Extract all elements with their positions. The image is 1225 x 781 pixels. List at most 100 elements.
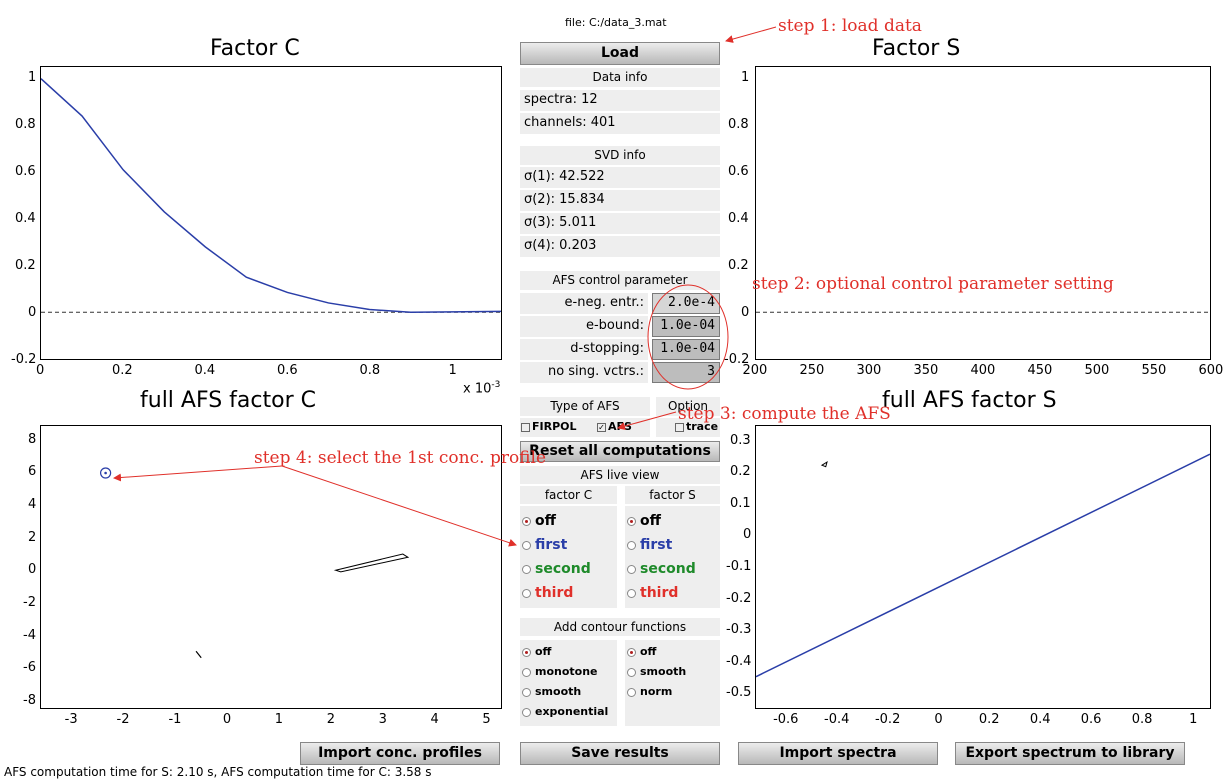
factor-s-ytick: 0.2	[728, 257, 749, 273]
full-afs-c-ytick: 4	[28, 496, 37, 512]
full-afs-s-axes[interactable]	[755, 425, 1211, 709]
contour-l-radio-label: monotone	[535, 665, 598, 678]
live-c-radio-off[interactable]: off	[522, 513, 556, 529]
live-s-radio-label: second	[640, 561, 696, 577]
reset-button[interactable]: Reset all computations	[520, 441, 720, 462]
full-afs-s-ytick: -0.5	[726, 685, 752, 701]
radio-button-icon	[627, 687, 636, 697]
live-c-radio-label: first	[535, 537, 568, 553]
contour-r-radio-smooth[interactable]: smooth	[627, 665, 686, 678]
contour-l-radio-off[interactable]: off	[522, 645, 551, 658]
factor-c-ytick: 0.6	[15, 163, 36, 179]
neg-entr-label: e-neg. entr.:	[520, 293, 648, 314]
full-afs-c-title: full AFS factor C	[140, 388, 316, 413]
contour-l-radio-smooth[interactable]: smooth	[522, 685, 581, 698]
contour-r-radio-label: off	[640, 645, 657, 658]
afs-c-marker-ring[interactable]	[100, 467, 112, 479]
full-afs-c-ytick: 8	[28, 431, 37, 447]
contour-l-radio-monotone[interactable]: monotone	[522, 665, 598, 678]
live-view-s-panel	[625, 506, 720, 608]
factor-s-xtick: 250	[799, 363, 825, 378]
arrow-step1	[725, 26, 777, 43]
live-s-radio-label: off	[640, 513, 661, 529]
factor-s-ytick: 0.8	[728, 116, 749, 132]
factor-c-ytick: 1	[28, 69, 37, 85]
full-afs-c-xtick: 0	[222, 712, 232, 727]
factor-s-xtick: 350	[913, 363, 939, 378]
load-button[interactable]: Load	[520, 42, 720, 65]
live-view-header: AFS live view	[520, 466, 720, 484]
full-afs-s-plot	[756, 453, 1210, 678]
live-c-radio-label: third	[535, 585, 574, 601]
radio-button-icon	[627, 667, 636, 677]
contour-r-radio-off[interactable]: off	[627, 645, 656, 658]
firpol-checkbox[interactable]: FIRPOL	[521, 420, 577, 433]
save-results-button[interactable]: Save results	[520, 742, 720, 765]
sigma-3: σ(3): 5.011	[520, 213, 720, 234]
live-c-radio-label: second	[535, 561, 591, 577]
full-afs-c-ytick: -2	[23, 594, 36, 610]
factor-c-ytick: 0.4	[15, 210, 36, 226]
full-afs-s-xtick: -0.2	[874, 712, 901, 727]
live-s-radio-third[interactable]: third	[627, 585, 678, 601]
live-s-radio-off[interactable]: off	[627, 513, 661, 529]
full-afs-s-ytick: 0.1	[730, 495, 751, 511]
factor-c-exponent-power: -3	[491, 380, 501, 390]
contour-l-radio-exponential[interactable]: exponential	[522, 705, 608, 718]
factor-c-axes[interactable]	[40, 66, 502, 360]
radio-button-icon	[522, 564, 531, 574]
contour-l-radio-label: off	[535, 645, 552, 658]
factor-c-title: Factor C	[210, 36, 300, 61]
afs-label: AFS	[608, 420, 632, 433]
contour-r-radio-norm[interactable]: norm	[627, 685, 672, 698]
full-afs-c-xtick: -1	[168, 712, 182, 727]
afs-checkbox[interactable]: ✓ AFS	[597, 420, 632, 433]
radio-button-icon	[522, 707, 531, 717]
factor-s-ytick: 0.4	[728, 210, 749, 226]
live-s-radio-first[interactable]: first	[627, 537, 672, 553]
sigma-4: σ(4): 0.203	[520, 236, 720, 257]
live-c-radio-first[interactable]: first	[522, 537, 567, 553]
radio-button-icon	[522, 647, 531, 657]
afs-params-header: AFS control parameter	[520, 271, 720, 290]
factor-s-ytick: 1	[741, 69, 750, 85]
contour-r-radio-label: norm	[640, 685, 673, 698]
live-c-radio-third[interactable]: third	[522, 585, 573, 601]
annotation-step3: step 3: compute the AFS	[678, 404, 891, 424]
stopping-label: d-stopping:	[520, 339, 648, 360]
nsing-label: no sing. vctrs.:	[520, 362, 648, 383]
full-afs-c-ytick: -4	[23, 627, 36, 643]
export-spectrum-button[interactable]: Export spectrum to library	[955, 742, 1185, 765]
full-afs-c-ytick: 0	[28, 562, 37, 578]
full-afs-c-xtick: 3	[378, 712, 387, 727]
full-afs-c-xtick: -3	[64, 712, 78, 727]
stopping-input[interactable]: 1.0e-04	[652, 339, 720, 360]
contour-r-radio-label: smooth	[640, 665, 687, 678]
afs-c-marker-dot	[104, 471, 107, 475]
live-s-radio-label: third	[640, 585, 679, 601]
full-afs-c-xtick: 1	[274, 712, 284, 727]
factor-c-xtick: 0.8	[359, 363, 381, 378]
factor-c-exponent: x 10-3	[463, 380, 500, 396]
live-view-factor-c-header: factor C	[520, 486, 617, 504]
nsing-input[interactable]: 3	[652, 362, 720, 383]
live-s-radio-second[interactable]: second	[627, 561, 696, 577]
radio-button-icon	[522, 687, 531, 697]
import-spectra-button[interactable]: Import spectra	[738, 742, 938, 765]
bound-input[interactable]: 1.0e-04	[652, 316, 720, 337]
spectra-count: spectra: 12	[520, 90, 720, 111]
import-conc-button[interactable]: Import conc. profiles	[300, 742, 500, 765]
factor-c-plot	[41, 78, 501, 314]
radio-button-icon	[522, 540, 531, 550]
factor-c-xtick: 0.6	[277, 363, 298, 378]
live-c-radio-second[interactable]: second	[522, 561, 591, 577]
factor-c-xtick: 0.2	[112, 363, 133, 378]
full-afs-s-xtick: 0.4	[1029, 712, 1051, 727]
live-view-factor-s-header: factor S	[625, 486, 720, 504]
full-afs-s-ytick: 0.3	[730, 432, 751, 448]
full-afs-s-xtick: 0.8	[1131, 712, 1153, 727]
radio-button-icon	[522, 588, 531, 598]
full-afs-s-ytick: -0.1	[726, 559, 752, 574]
neg-entr-input[interactable]: 2.0e-4	[652, 293, 720, 314]
factor-s-axes[interactable]	[755, 66, 1211, 360]
